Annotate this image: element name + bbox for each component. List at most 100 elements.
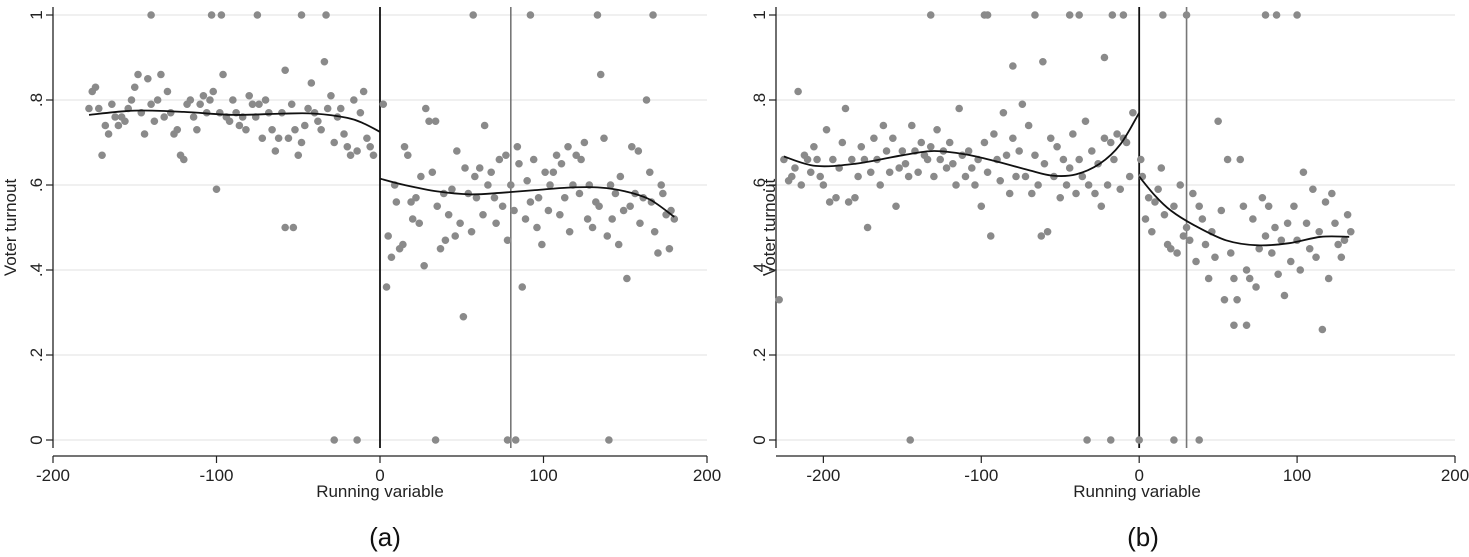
data-point [1122, 138, 1131, 147]
data-point [575, 189, 584, 198]
data-point [502, 151, 510, 160]
data-point [1065, 11, 1074, 19]
data-point [614, 240, 623, 249]
data-point [1223, 155, 1232, 164]
data-point [1249, 215, 1257, 223]
data-point [1046, 134, 1055, 143]
data-point [291, 125, 299, 134]
data-point [1031, 151, 1039, 160]
data-point [207, 11, 216, 19]
data-point [193, 125, 201, 134]
data-point [1299, 168, 1308, 177]
data-point [810, 142, 818, 151]
data-point [1309, 185, 1317, 194]
data-point [619, 206, 628, 215]
data-point [1226, 249, 1235, 257]
data-point [971, 181, 979, 189]
data-point [439, 189, 448, 198]
data-point [511, 436, 520, 444]
data-point [1024, 121, 1033, 130]
data-point [557, 159, 566, 168]
data-point [854, 172, 862, 181]
data-point [1037, 232, 1046, 240]
data-point [1144, 193, 1153, 202]
data-point [1230, 321, 1238, 330]
data-point [281, 223, 289, 232]
data-point [917, 138, 926, 147]
panel-label: (b) [1127, 522, 1159, 552]
data-point [1100, 53, 1109, 62]
data-point [1012, 172, 1020, 181]
data-point [895, 164, 903, 172]
data-point [495, 155, 504, 164]
data-point [428, 168, 437, 177]
data-point [1204, 274, 1213, 283]
data-point [1091, 189, 1099, 198]
data-point [1272, 11, 1281, 19]
y-tick-label: .4 [27, 263, 46, 277]
data-point [1236, 155, 1245, 164]
data-point [140, 130, 149, 138]
data-point [822, 125, 831, 134]
data-point [101, 121, 110, 130]
data-point [1337, 253, 1346, 262]
data-point [1075, 155, 1083, 164]
x-tick-label: 200 [1441, 466, 1469, 485]
data-point [1018, 100, 1027, 109]
x-tick-label: 0 [375, 466, 384, 485]
data-point [359, 87, 368, 96]
x-tick-label: -200 [806, 466, 840, 485]
data-point [996, 176, 1005, 185]
data-point [1106, 138, 1115, 147]
data-point [588, 223, 597, 232]
data-point [127, 96, 136, 104]
data-point [889, 134, 897, 143]
data-point [85, 104, 93, 113]
data-point [1261, 232, 1270, 240]
data-point [382, 283, 391, 291]
data-point [1081, 117, 1090, 126]
data-point [1136, 155, 1145, 164]
data-point [983, 168, 992, 177]
data-point [1334, 240, 1342, 249]
data-point [384, 232, 392, 240]
data-point [955, 104, 963, 113]
data-point [1302, 219, 1311, 228]
data-point [882, 147, 891, 155]
data-point [1305, 244, 1314, 253]
data-point [421, 104, 430, 113]
data-point [606, 181, 615, 189]
data-point [942, 164, 951, 172]
y-tick-label: .2 [750, 348, 769, 362]
data-point [219, 70, 227, 79]
data-point [265, 108, 273, 117]
data-point [968, 164, 976, 172]
data-point [838, 138, 847, 147]
data-point [1195, 202, 1203, 211]
data-point [538, 240, 546, 249]
data-point [1154, 185, 1162, 194]
data-point [986, 232, 995, 240]
data-point [1192, 257, 1200, 266]
data-point [492, 219, 500, 228]
data-point [945, 138, 954, 147]
data-point [212, 185, 221, 194]
data-point [510, 206, 518, 215]
data-point [479, 210, 487, 219]
data-point [1028, 189, 1036, 198]
data-point [1290, 202, 1298, 211]
x-tick-label: -100 [199, 466, 233, 485]
data-point [1021, 172, 1030, 181]
data-point [217, 11, 226, 19]
panel-a: 0 .2 .4 .6 .8 1 -200 -100 0 100 200 Running variabl… [1, 7, 721, 552]
data-point [813, 155, 821, 164]
data-point [471, 172, 479, 181]
data-point [189, 113, 198, 121]
data-point [1135, 436, 1143, 444]
data-point [521, 215, 530, 223]
data-point [552, 151, 561, 160]
x-axis-title: Running variable [1073, 482, 1201, 501]
data-point [546, 181, 554, 189]
x-tick-label: -200 [36, 466, 70, 485]
